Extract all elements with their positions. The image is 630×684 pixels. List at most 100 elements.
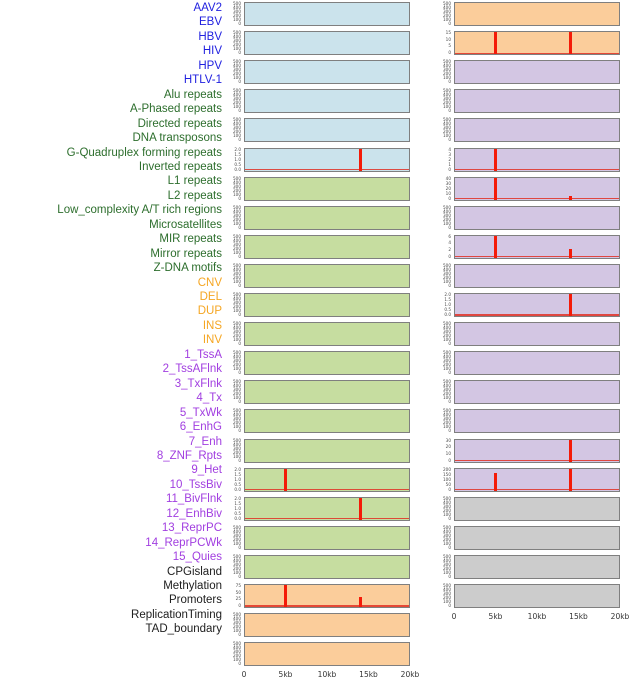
track-panel-row: 500 400 300 200 100 0 [222,175,418,204]
track-label-a-phased-repeats: A-Phased repeats [129,103,222,116]
y-tick-label: 1.0 [234,505,241,511]
y-tick-label: 200 [233,536,241,542]
y-tick-label: 400 [443,121,451,127]
data-bar [569,294,573,317]
plot-panel [454,438,620,463]
y-tick-label: 500 [233,321,241,327]
y-tick-label: 400 [233,121,241,127]
y-tick-label: 500 [443,379,451,385]
x-tick-label: 0 [241,670,247,680]
plot-panel [244,467,410,492]
track-panel-row: 500 400 300 200 100 0 [222,524,418,553]
y-tick-label: 300 [443,329,451,335]
plot-panel [244,351,410,376]
y-tick-label: 0 [238,603,241,609]
y-axis-ticks: 500 400 300 200 100 0 [222,640,242,669]
y-axis-ticks: 500 400 300 200 100 0 [222,611,242,640]
track-panel-row: 500 400 300 200 100 0 [222,320,418,349]
track-label-1-tssa: 1_TssA [184,348,222,361]
track-label-l1-repeats: L1 repeats [167,175,222,188]
y-axis-ticks: 2.0 1.5 1.0 0.5 0.0 [222,146,242,175]
track-panel-row: 500 400 300 200 100 0 [432,378,628,407]
y-tick-label: 100 [443,540,451,546]
y-axis-ticks: 500 400 300 200 100 0 [432,524,452,553]
y-tick-label: 100 [443,599,451,605]
y-tick-label: 200 [443,333,451,339]
track-panel-row: 500 400 300 200 100 0 [222,0,418,29]
y-axis-ticks: 500 400 300 200 100 0 [222,233,242,262]
y-tick-label: 200 [233,333,241,339]
y-tick-label: 200 [233,245,241,251]
y-tick-label: 500 [233,524,241,530]
plot-panel [454,176,620,201]
track-panel-row: 500 400 300 200 100 0 [432,116,628,145]
track-label-cpgisland: CPGisland [167,565,222,578]
track-panel-row: 500 400 300 200 100 0 [222,87,418,116]
y-axis-ticks: 500 400 300 200 100 0 [432,320,452,349]
zero-baseline [455,314,619,316]
y-tick-label: 200 [233,42,241,48]
plot-panel [244,554,410,579]
track-label-aav2: AAV2 [193,2,222,14]
y-tick-label: 0 [238,108,241,114]
y-tick-label: 0 [448,544,451,550]
y-tick-label: 400 [443,92,451,98]
zero-baseline [245,605,409,607]
y-tick-label: 300 [233,125,241,131]
y-tick-label: 100 [233,75,241,81]
y-axis-ticks: 500 400 300 200 100 0 [222,0,242,29]
y-tick-label: 0 [448,137,451,143]
y-tick-label: 100 [233,424,241,430]
data-bar [569,439,573,462]
y-axis-ticks: 500 400 300 200 100 0 [222,378,242,407]
y-tick-label: 400 [233,325,241,331]
y-tick-label: 200 [443,507,451,513]
zero-baseline [245,518,409,520]
track-panel-row: 500 400 300 200 100 0 [432,524,628,553]
data-bar [569,32,573,55]
y-tick-label: 500 [443,495,451,501]
plot-panel [454,263,620,288]
track-panel-row: 500 400 300 200 100 0 [222,640,418,669]
y-tick-label: 200 [443,391,451,397]
y-tick-label: 0 [238,544,241,550]
track-panel-row: 2.0 1.5 1.0 0.5 0.0 [432,291,628,320]
y-axis-ticks: 500 400 300 200 100 0 [432,87,452,116]
y-tick-label: 0 [238,21,241,27]
track-label-l2-repeats: L2 repeats [167,189,222,202]
y-tick-label: 200 [233,274,241,280]
y-axis-ticks: 2.0 1.5 1.0 0.5 0.0 [432,291,452,320]
y-tick-label: 200 [233,187,241,193]
plot-panel [244,205,410,230]
plot-panel [244,642,410,667]
y-tick-label: 400 [443,383,451,389]
y-tick-label: 200 [443,216,451,222]
y-tick-label: 400 [233,441,241,447]
y-tick-label: 400 [233,63,241,69]
y-tick-label: 0 [448,457,451,463]
data-bar [359,497,363,520]
plot-panel [244,293,410,318]
y-tick-label: 500 [443,1,451,6]
y-tick-label: 300 [443,358,451,364]
track-label-15-quies: 15_Quies [172,551,222,564]
track-label-mir-repeats: MIR repeats [159,233,222,246]
y-tick-label: 100 [233,191,241,197]
track-panel-row: 500 400 300 200 100 0 [432,87,628,116]
y-tick-label: 0.0 [234,166,241,172]
y-tick-label: 300 [233,387,241,393]
y-tick-label: 300 [233,532,241,538]
y-tick-label: 0.5 [444,307,451,313]
y-tick-label: 0 [448,253,451,259]
y-tick-label: 100 [233,337,241,343]
y-tick-label: 0 [448,603,451,609]
y-tick-label: 500 [233,292,241,297]
track-label-inv: INV [202,334,222,347]
data-bar [569,248,573,258]
y-tick-label: 500 [233,88,241,94]
y-axis-ticks: 30 20 10 0 [432,437,452,466]
y-tick-label: 0 [448,108,451,114]
track-label-g-quadruplex-forming-repeats: G-Quadruplex forming repeats [66,146,222,159]
y-tick-label: 1.5 [444,297,451,303]
